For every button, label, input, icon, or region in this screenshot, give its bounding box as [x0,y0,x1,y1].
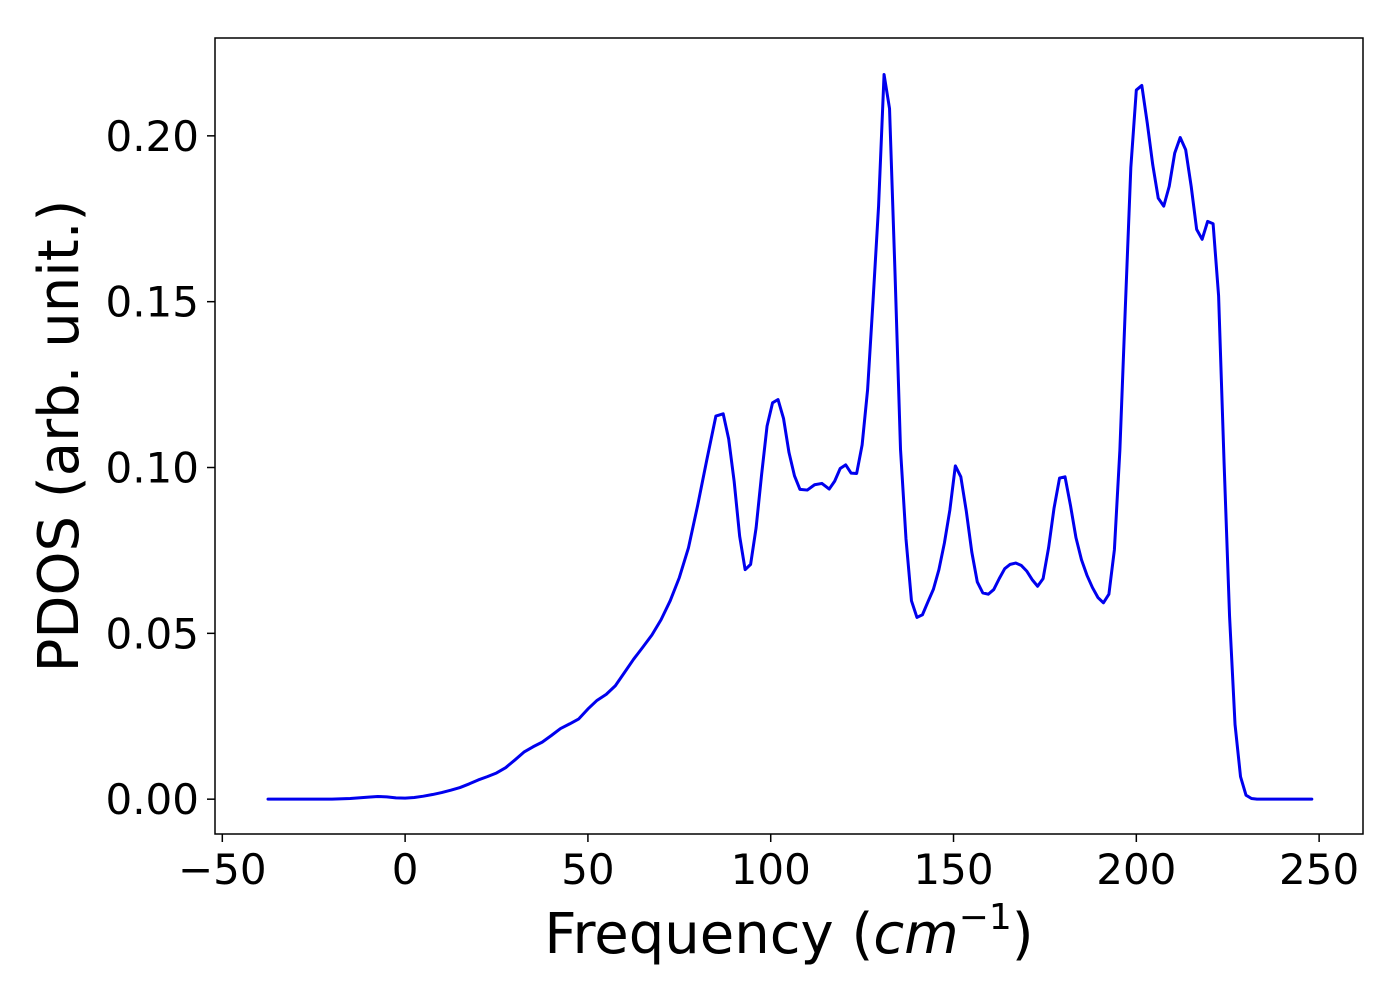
y-axis-label: PDOS (arb. unit.) [27,200,92,673]
x-tick-label: 250 [1279,845,1359,894]
y-tick-label: 0.00 [105,775,199,824]
x-tick-label: 150 [913,845,993,894]
x-axis-label-text: Frequency ( [544,902,873,967]
x-axis-label-unit: cm [873,902,958,967]
tick-layer: −50 0 50 100 150 200 250 0.00 0.05 0.10 0.15 0.20 [105,112,1359,894]
x-tick-label: 0 [392,845,419,894]
x-tick-label: −50 [178,845,267,894]
y-tick-label: 0.20 [105,112,199,161]
x-axis-label: Frequency (cm−1) [544,897,1033,967]
x-tick-label: 50 [561,845,614,894]
y-tick-label: 0.05 [105,609,199,658]
x-tick-label: 100 [731,845,811,894]
y-tick-label: 0.15 [105,278,199,327]
x-axis-label-close: ) [1012,902,1034,967]
plot-frame [214,37,1364,835]
x-axis-label-exponent: −1 [959,897,1012,938]
x-tick-label: 200 [1096,845,1176,894]
pdos-series-line [266,72,1314,801]
y-tick-label: 0.10 [105,444,199,493]
